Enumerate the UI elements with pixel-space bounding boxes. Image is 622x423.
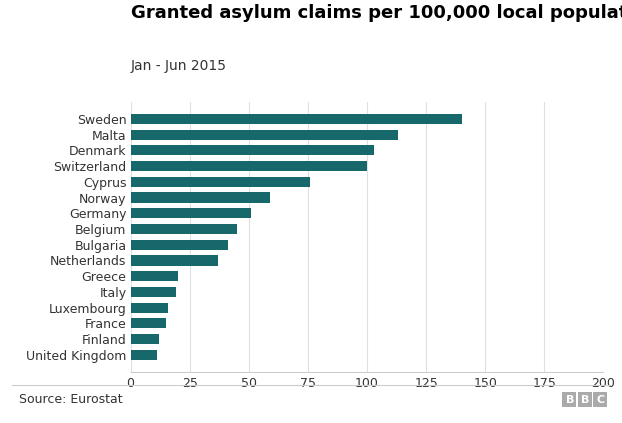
Bar <box>131 145 374 156</box>
Bar <box>131 287 175 297</box>
Text: Source: Eurostat: Source: Eurostat <box>19 393 123 406</box>
Text: Jan - Jun 2015: Jan - Jun 2015 <box>131 59 226 73</box>
Text: B: B <box>565 395 574 405</box>
Bar <box>131 192 270 203</box>
Bar <box>131 240 228 250</box>
Text: C: C <box>596 395 605 405</box>
Bar <box>131 318 166 329</box>
Bar <box>131 177 310 187</box>
Bar <box>131 350 157 360</box>
Bar <box>131 161 367 171</box>
Bar <box>131 114 462 124</box>
Bar <box>131 255 218 266</box>
Bar <box>131 129 397 140</box>
Bar <box>131 271 178 281</box>
Bar <box>131 224 237 234</box>
Bar <box>131 302 169 313</box>
Text: Granted asylum claims per 100,000 local population: Granted asylum claims per 100,000 local … <box>131 4 622 22</box>
Bar <box>131 334 159 344</box>
Text: B: B <box>581 395 590 405</box>
Bar <box>131 208 251 218</box>
